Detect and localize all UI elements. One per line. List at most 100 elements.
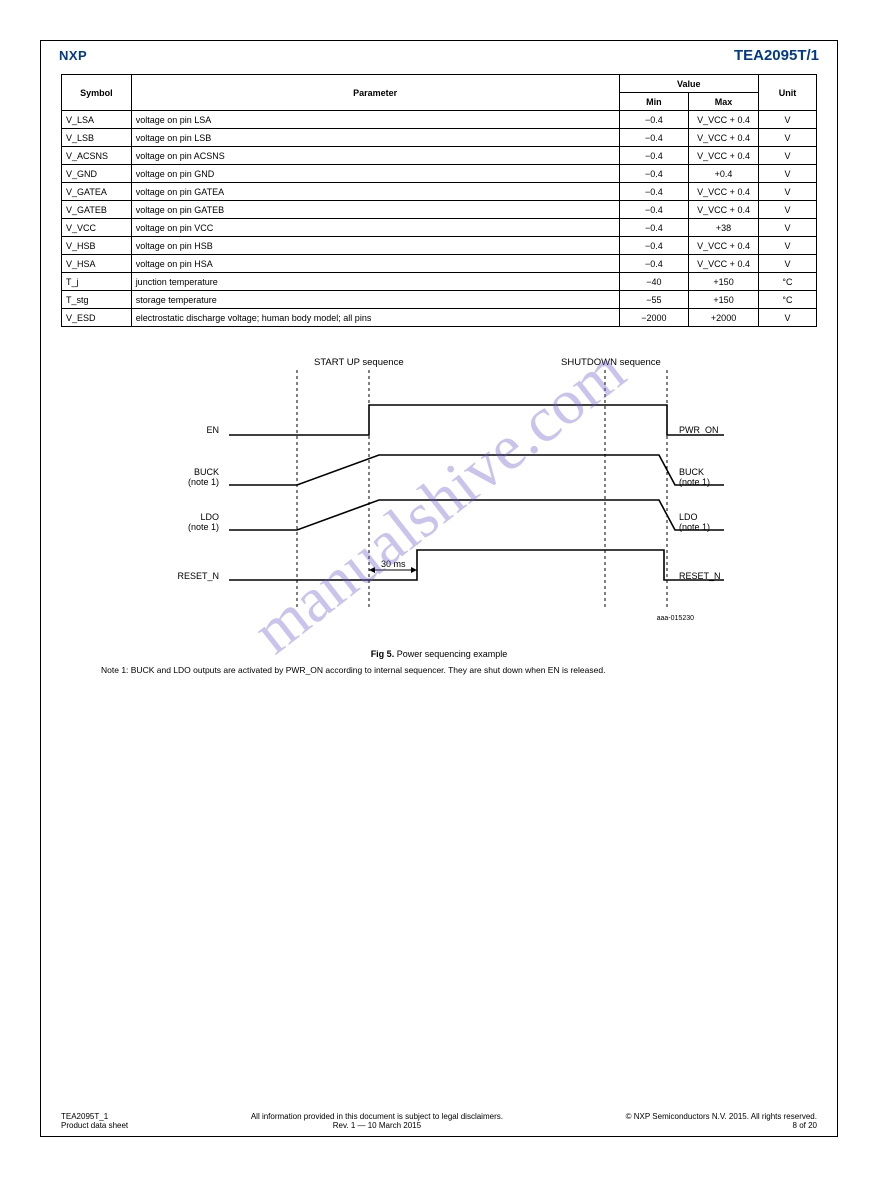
table-row: V_VCCvoltage on pin VCC−0.4+38V — [62, 219, 817, 237]
cell-symbol: V_GATEA — [62, 183, 132, 201]
cell-param: voltage on pin LSB — [131, 129, 619, 147]
cell-max: V_VCC + 0.4 — [689, 129, 759, 147]
label-right-0: PWR_ON — [679, 425, 719, 435]
cell-symbol: V_GATEB — [62, 201, 132, 219]
footer-center: All information provided in this documen… — [251, 1112, 503, 1130]
cell-min: −0.4 — [619, 111, 689, 129]
cell-max: +2000 — [689, 309, 759, 327]
fig-number: Fig 5. — [371, 649, 395, 659]
th-param: Parameter — [131, 75, 619, 111]
footer-rev: Rev. 1 — 10 March 2015 — [251, 1121, 503, 1130]
label-right-3: RESET_N — [679, 571, 721, 581]
cell-symbol: V_VCC — [62, 219, 132, 237]
footer-left: TEA2095T_1 Product data sheet — [61, 1112, 128, 1130]
logo-text: NXP — [59, 48, 87, 63]
table-row: T_jjunction temperature−40+150°C — [62, 273, 817, 291]
cell-unit: V — [758, 111, 816, 129]
cell-param: voltage on pin GATEB — [131, 201, 619, 219]
footer-ds: Product data sheet — [61, 1121, 128, 1130]
label-right-2: LDO(note 1) — [679, 512, 710, 532]
figure-caption: Fig 5. Power sequencing example — [41, 649, 837, 659]
cell-unit: V — [758, 237, 816, 255]
table-row: V_LSBvoltage on pin LSB−0.4V_VCC + 0.4V — [62, 129, 817, 147]
cell-max: V_VCC + 0.4 — [689, 147, 759, 165]
label-left-0: EN — [206, 425, 219, 435]
page-frame: manualshive.com NXP TEA2095T/1 Symbol Pa… — [40, 40, 838, 1137]
th-unit: Unit — [758, 75, 816, 111]
table-row: V_GATEBvoltage on pin GATEB−0.4V_VCC + 0… — [62, 201, 817, 219]
cell-symbol: V_GND — [62, 165, 132, 183]
cell-param: junction temperature — [131, 273, 619, 291]
cell-symbol: V_ESD — [62, 309, 132, 327]
cell-max: V_VCC + 0.4 — [689, 237, 759, 255]
cell-max: V_VCC + 0.4 — [689, 201, 759, 219]
cell-param: voltage on pin GND — [131, 165, 619, 183]
cell-param: electrostatic discharge voltage; human b… — [131, 309, 619, 327]
cell-min: −0.4 — [619, 237, 689, 255]
cell-min: −0.4 — [619, 255, 689, 273]
footer: TEA2095T_1 Product data sheet All inform… — [61, 1112, 817, 1130]
cell-max: +150 — [689, 273, 759, 291]
cell-min: −55 — [619, 291, 689, 309]
cell-min: −0.4 — [619, 219, 689, 237]
cell-min: −0.4 — [619, 129, 689, 147]
th-symbol: Symbol — [62, 75, 132, 111]
cell-max: +0.4 — [689, 165, 759, 183]
table-row: V_GATEAvoltage on pin GATEA−0.4V_VCC + 0… — [62, 183, 817, 201]
figure-note: Note 1: BUCK and LDO outputs are activat… — [41, 665, 837, 676]
cell-min: −2000 — [619, 309, 689, 327]
cell-param: voltage on pin GATEA — [131, 183, 619, 201]
cell-param: voltage on pin HSB — [131, 237, 619, 255]
th-value: Value — [619, 75, 758, 93]
cell-param: voltage on pin VCC — [131, 219, 619, 237]
th-max: Max — [689, 93, 759, 111]
footer-info: All information provided in this documen… — [251, 1112, 503, 1121]
cell-min: −40 — [619, 273, 689, 291]
cell-unit: °C — [758, 291, 816, 309]
cell-unit: V — [758, 183, 816, 201]
label-left-1: BUCK(note 1) — [188, 467, 219, 487]
cell-max: V_VCC + 0.4 — [689, 183, 759, 201]
cell-param: voltage on pin LSA — [131, 111, 619, 129]
table-row: V_HSBvoltage on pin HSB−0.4V_VCC + 0.4V — [62, 237, 817, 255]
table-row: V_ESDelectrostatic discharge voltage; hu… — [62, 309, 817, 327]
timing-diagram: START UP sequence SHUTDOWN sequence 30 m… — [119, 355, 759, 645]
label-right-1: BUCK(note 1) — [679, 467, 710, 487]
cell-min: −0.4 — [619, 201, 689, 219]
cell-unit: V — [758, 309, 816, 327]
cell-symbol: V_HSB — [62, 237, 132, 255]
timing-svg: 30 ms aaa-015230 — [119, 355, 759, 625]
label-left-3: RESET_N — [177, 571, 219, 581]
table-row: V_ACSNSvoltage on pin ACSNS−0.4V_VCC + 0… — [62, 147, 817, 165]
cell-unit: V — [758, 201, 816, 219]
cell-unit: V — [758, 255, 816, 273]
cell-symbol: V_LSA — [62, 111, 132, 129]
table-row: T_stgstorage temperature−55+150°C — [62, 291, 817, 309]
th-min: Min — [619, 93, 689, 111]
cell-unit: V — [758, 147, 816, 165]
label-left-2: LDO(note 1) — [188, 512, 219, 532]
page-header: NXP TEA2095T/1 — [41, 41, 837, 66]
cell-unit: V — [758, 129, 816, 147]
cell-symbol: V_HSA — [62, 255, 132, 273]
chip-name: TEA2095T/1 — [734, 47, 819, 64]
cell-symbol: T_j — [62, 273, 132, 291]
table-row: V_HSAvoltage on pin HSA−0.4V_VCC + 0.4V — [62, 255, 817, 273]
cell-symbol: T_stg — [62, 291, 132, 309]
header-row-top: Symbol Parameter Value Unit — [62, 75, 817, 93]
cell-param: voltage on pin ACSNS — [131, 147, 619, 165]
cell-max: V_VCC + 0.4 — [689, 255, 759, 273]
footer-right: © NXP Semiconductors N.V. 2015. All righ… — [626, 1112, 817, 1130]
cell-min: −0.4 — [619, 147, 689, 165]
cell-min: −0.4 — [619, 165, 689, 183]
cell-max: +38 — [689, 219, 759, 237]
cell-min: −0.4 — [619, 183, 689, 201]
footer-page: 8 of 20 — [626, 1121, 817, 1130]
timing-30ms: 30 ms — [381, 559, 406, 569]
footer-doc: TEA2095T_1 — [61, 1112, 128, 1121]
fig-text: Power sequencing example — [397, 649, 508, 659]
cell-unit: V — [758, 219, 816, 237]
table-row: V_LSAvoltage on pin LSA−0.4V_VCC + 0.4V — [62, 111, 817, 129]
cell-param: voltage on pin HSA — [131, 255, 619, 273]
spec-table: Symbol Parameter Value Unit Min Max V_LS… — [61, 74, 817, 327]
